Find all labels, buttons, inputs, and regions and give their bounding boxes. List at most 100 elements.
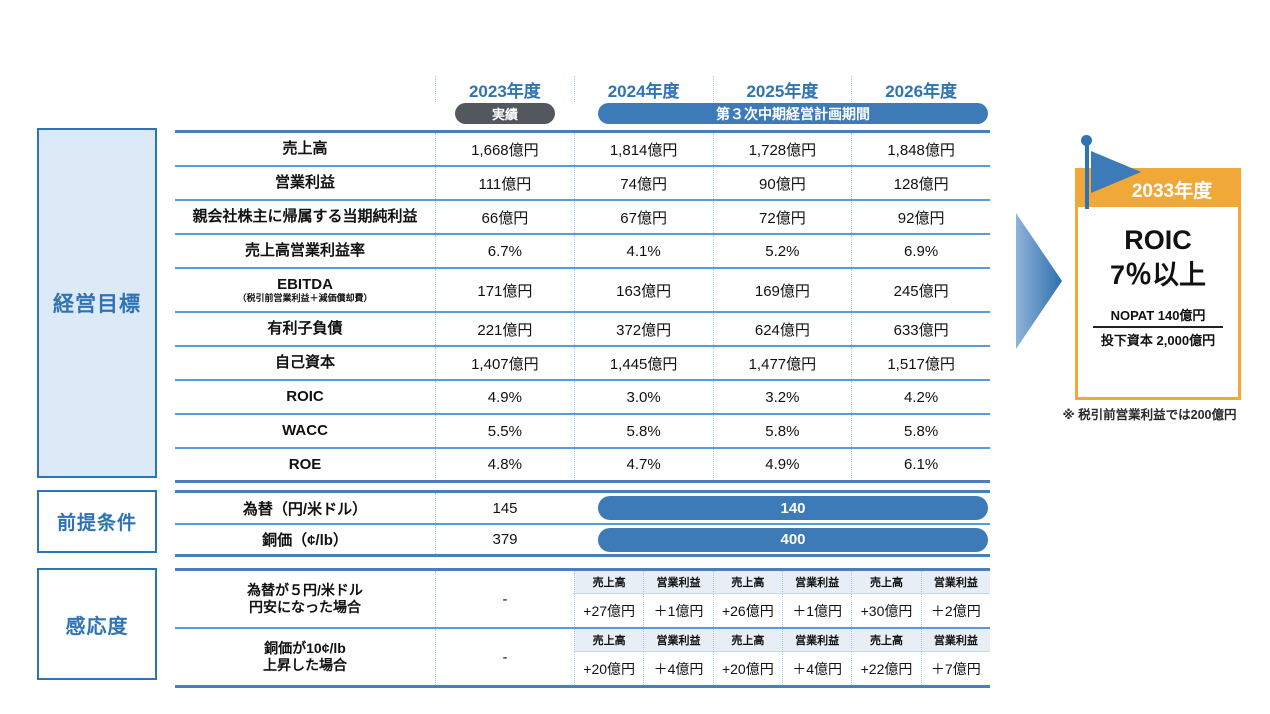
cell-value: +30億円 [851,594,920,627]
section-label-management-targets: 経営目標 [37,128,157,478]
goal-year-badge: 2033年度 [1078,171,1238,207]
fx-plan-pill: 140 [598,496,988,520]
row-label: 売上高 [282,140,328,158]
cell-value: 1,668億円 [435,133,574,165]
goal-2033-panel: 2033年度 ROIC 7％以上 NOPAT 140億円 投下資本 2,000億… [1075,168,1241,400]
row-label-line2: 上昇した場合 [263,657,347,673]
plan-pill-cell: 140 [574,493,990,523]
targets-table: 売上高 1,668億円 1,814億円 1,728億円 1,848億円 営業利益… [175,130,990,483]
table-row-ebitda: EBITDA （税引前営業利益＋減価償却費） 171億円 163億円 169億円… [175,269,990,313]
cell-value: 5.8% [851,415,990,447]
subheader-operating-income: 営業利益 [643,571,713,594]
row-label: EBITDA （税引前営業利益＋減価償却費） [175,276,435,304]
cell-value: - [435,629,574,685]
cell-value: 6.1% [851,449,990,480]
cell-value: 1,407億円 [435,347,574,379]
cell-value: 4.7% [573,449,713,480]
row-label-line2: 円安になった場合 [249,599,361,615]
subheader-sales: 売上高 [574,629,644,652]
row-label: ROIC [286,388,324,406]
assumptions-table: 為替（円/米ドル） 145 140 銅価（¢/lb） 379 400 [175,490,990,557]
cell-value: 72億円 [712,201,852,233]
sensitivity-row-copper: 銅価が10¢/lb 上昇した場合 - 売上高 営業利益 売上高 営業利益 売上高… [175,629,990,688]
cell-value: 5.8% [712,415,852,447]
cell-value: 379 [435,525,574,554]
cell-value: 4.1% [573,235,713,267]
cell-value: +20億円 [712,652,782,685]
cell-value: 1,814億円 [573,133,713,165]
cell-value: ＋1億円 [782,594,851,627]
cell-value: 4.9% [712,449,852,480]
row-label: 営業利益 [274,174,335,192]
table-row-operating-margin: 売上高営業利益率 6.7% 4.1% 5.2% 6.9% [175,235,990,269]
plan-pill-cell: 400 [574,525,990,554]
cell-value: +20億円 [574,652,643,685]
cell-value: 74億円 [573,167,713,199]
sensitivity-table: 為替が５円/米ドル 円安になった場合 - 売上高 営業利益 売上高 営業利益 売… [175,568,990,688]
subheader-operating-income: 営業利益 [643,629,713,652]
row-label: 自己資本 [274,354,335,372]
table-row-interest-bearing-debt: 有利子負債 221億円 372億円 624億円 633億円 [175,313,990,347]
year-header-2023: 2023年度 [435,76,574,102]
row-label: 有利子負債 [267,320,343,338]
cell-value: 66億円 [435,201,574,233]
goal-title-line2: 7％以上 [1109,260,1207,291]
cell-value: 5.5% [435,415,574,447]
table-row-roe: ROE 4.8% 4.7% 4.9% 6.1% [175,449,990,483]
fraction-denominator: 投下資本 2,000億円 [1100,333,1216,349]
cell-value: 221億円 [435,313,574,345]
table-row-sales: 売上高 1,668億円 1,814億円 1,728億円 1,848億円 [175,133,990,167]
table-row-net-income: 親会社株主に帰属する当期純利益 66億円 67億円 72億円 92億円 [175,201,990,235]
table-row-copper-price: 銅価（¢/lb） 379 400 [175,525,990,557]
cell-value: +27億円 [574,594,643,627]
cell-value: 1,477億円 [712,347,852,379]
cell-value: 372億円 [573,313,713,345]
row-label-line1: 為替が５円/米ドル [247,581,363,598]
cell-value: 1,445億円 [573,347,713,379]
actual-badge: 実績 [455,103,555,124]
subheader-sales: 売上高 [851,571,921,594]
midterm-plan-badge: 第３次中期経営計画期間 [598,103,988,124]
cell-value: 1,848億円 [851,133,990,165]
subheader-sales: 売上高 [574,571,644,594]
subheader-operating-income: 営業利益 [782,571,852,594]
row-label: 為替が５円/米ドル 円安になった場合 [175,571,435,627]
cell-value: 6.9% [851,235,990,267]
cell-value: 3.2% [712,381,852,413]
goal-title-line1: ROIC [1124,225,1192,255]
row-label-line1: 銅価が10¢/lb [264,639,346,656]
cell-value: ＋1億円 [643,594,712,627]
cell-value: 4.2% [851,381,990,413]
cell-value: 4.9% [435,381,574,413]
cell-value: 245億円 [851,269,990,311]
year-header-2026: 2026年度 [851,76,990,102]
cell-value: 128億円 [851,167,990,199]
cell-value: +22億円 [851,652,920,685]
cell-value: 145 [435,493,574,523]
year-header-row: 2023年度 2024年度 2025年度 2026年度 [435,76,990,102]
fraction-numerator: NOPAT 140億円 [1093,305,1223,329]
cell-value: ＋2億円 [920,594,990,627]
cell-value: 624億円 [712,313,852,345]
cell-value: 169億円 [712,269,852,311]
row-label: 売上高営業利益率 [244,242,365,260]
subheader-operating-income: 営業利益 [920,629,990,652]
subheader-operating-income: 営業利益 [782,629,852,652]
goal-footnote: ※ 税引前営業利益では200億円 [1062,408,1237,422]
cell-value: 5.8% [573,415,713,447]
cell-value: ＋4億円 [782,652,851,685]
cell-value: 67億円 [573,201,713,233]
cell-value: 633億円 [851,313,990,345]
sensitivity-row-fx: 為替が５円/米ドル 円安になった場合 - 売上高 営業利益 売上高 営業利益 売… [175,571,990,629]
cell-value: +26億円 [712,594,782,627]
cell-value: 111億円 [435,167,574,199]
cell-value: 92億円 [851,201,990,233]
table-row-fx-rate: 為替（円/米ドル） 145 140 [175,493,990,525]
goal-title: ROIC 7％以上 [1078,223,1238,293]
cell-value: 163億円 [573,269,713,311]
row-label: 親会社株主に帰属する当期純利益 [192,208,418,226]
subheader-sales: 売上高 [851,629,921,652]
cell-value: 171億円 [435,269,574,311]
arrow-right-icon [1016,213,1062,349]
